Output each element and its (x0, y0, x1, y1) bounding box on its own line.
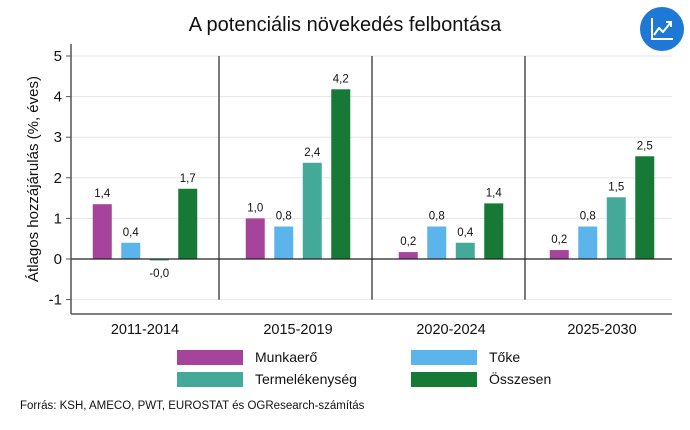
data-labels: 1,4 0,4 -0,0 1,7 1,0 0,8 2,4 4,2 0,2 0,8 0,4 1,4 0,2… (94, 73, 653, 280)
bar-termelékenység (606, 197, 626, 259)
bar-összesen (331, 89, 351, 260)
x-tick-labels: 2011-2014 2015-2019 2020-2024 2025-2030 (111, 322, 637, 338)
data-label: 0,2 (551, 234, 567, 246)
y-tick-label: 5 (54, 48, 62, 65)
legend-item-munkaero: Munkaerő (177, 349, 317, 365)
bar-tőke (427, 226, 447, 259)
bar-összesen (178, 188, 198, 259)
data-label: 1,4 (486, 187, 503, 199)
bars (92, 89, 655, 261)
legend-swatch (411, 349, 477, 365)
x-tick-label: 2025-2030 (567, 322, 636, 338)
legend-swatch (177, 371, 243, 387)
data-label: 1,7 (180, 173, 196, 185)
bar-munkaerő (92, 204, 112, 259)
y-axis-label: Átlagos hozzájárulás (%, éves) (25, 76, 42, 282)
legend-label: Termelékenység (255, 371, 357, 387)
legend-label: Munkaerő (255, 349, 318, 365)
data-label: 0,8 (276, 211, 292, 223)
legend-label: Összesen (489, 371, 552, 387)
data-label: 2,5 (637, 140, 653, 152)
trend-chart-icon-glyph (651, 18, 673, 40)
y-tick-label: 2 (54, 170, 62, 187)
axes (70, 44, 672, 315)
bar-termelékenység (455, 242, 475, 259)
legend-label: Tőke (489, 349, 521, 365)
y-tick-label: -1 (49, 292, 62, 309)
data-label: 0,4 (457, 227, 474, 239)
x-tick-label: 2011-2014 (111, 322, 179, 338)
data-label: 0,4 (123, 227, 140, 239)
data-label: 4,2 (333, 73, 349, 85)
bar-összesen (484, 203, 504, 259)
y-tick-label: 0 (54, 251, 62, 268)
bar-munkaerő (398, 252, 418, 259)
legend-swatch (177, 349, 243, 365)
y-tick-label: 4 (54, 89, 62, 106)
bar-tőke (121, 242, 141, 259)
x-tick-label: 2020-2024 (416, 322, 485, 338)
data-label: 0,2 (400, 236, 416, 248)
bar-tőke (578, 226, 598, 259)
y-ticks: -1 0 1 2 3 4 5 (49, 48, 71, 309)
legend-item-termelekenyseg: Termelékenység (177, 371, 357, 387)
bar-munkaerő (549, 250, 569, 259)
bar-tőke (274, 226, 294, 259)
y-tick-label: 3 (54, 129, 62, 146)
y-tick-label: 1 (54, 210, 62, 227)
data-label: 0,8 (429, 211, 445, 223)
chart-title: A potenciális növekedés felbontása (188, 14, 502, 36)
data-label: -0,0 (149, 268, 169, 280)
trend-chart-icon[interactable] (640, 7, 684, 51)
legend-swatch (411, 371, 477, 387)
legend-item-toke: Tőke (411, 349, 520, 365)
bar-összesen (635, 156, 655, 259)
data-label: 1,5 (608, 181, 624, 193)
data-label: 0,8 (580, 211, 596, 223)
data-label: 1,0 (247, 202, 263, 214)
legend-item-osszesen: Összesen (411, 371, 551, 387)
source-note: Forrás: KSH, AMECO, PWT, EUROSTAT és OGR… (20, 400, 365, 412)
bar-termelékenység (302, 162, 322, 259)
data-label: 1,4 (94, 188, 111, 200)
bar-termelékenység (149, 259, 169, 261)
x-tick-label: 2015-2019 (263, 322, 332, 338)
bar-munkaerő (245, 218, 265, 259)
data-label: 2,4 (304, 147, 321, 159)
